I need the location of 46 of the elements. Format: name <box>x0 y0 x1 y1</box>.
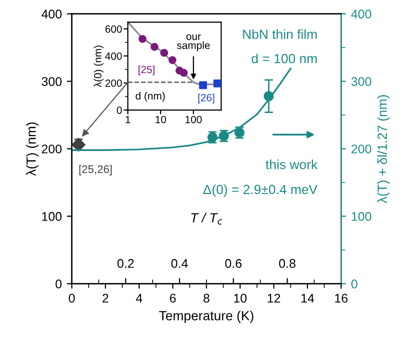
x-tick-label: 8 <box>204 294 210 303</box>
x2-tick-label: 0.2 <box>117 259 134 268</box>
y-tick-label: 400 <box>42 10 62 18</box>
point <box>264 91 274 102</box>
y-tick-label: 0 <box>56 280 62 288</box>
x-tick-label: 10 <box>156 116 166 124</box>
x-tick-label: 10 <box>234 294 247 303</box>
y2-tick-label: 100 <box>352 212 372 221</box>
y2-tick-label: 400 <box>351 10 372 18</box>
x-tick-label: 16 <box>335 294 348 303</box>
x2-tick-label: 0.8 <box>279 259 296 268</box>
series-label: [25] <box>138 66 154 76</box>
annotation: d = 100 nm <box>252 54 317 64</box>
y-axis-title: λ(0) (nm) <box>94 46 104 88</box>
y-tick-label: 0 <box>116 106 122 114</box>
y2-tick-label: 300 <box>351 77 372 86</box>
y-axis-title: λ(T) (nm) <box>26 122 38 176</box>
y-tick-label: 600 <box>105 25 122 33</box>
series-label: [25,26] <box>79 164 112 176</box>
annotation: this work <box>266 160 318 170</box>
y2-tick-label: 0 <box>351 280 358 288</box>
x-tick-label: 14 <box>301 294 314 302</box>
y-tick-label: 100 <box>42 212 62 221</box>
x2-tick-label: 0.4 <box>171 259 188 268</box>
x-tick-label: 0 <box>68 294 75 303</box>
annotation: Δ(0) = 2.9±0.4 meV <box>203 184 318 197</box>
series-label: [26] <box>198 94 214 104</box>
x-tick-label: 2 <box>102 294 108 302</box>
annotation: our sample <box>176 34 210 52</box>
annotation: NbN thin film <box>243 29 317 39</box>
y2-axis-title: λ(T) + δl/1.27 (nm) <box>377 95 390 204</box>
line-series <box>72 68 292 151</box>
x-tick-label: 4 <box>136 294 142 302</box>
x-tick-label: 12 <box>268 294 280 302</box>
y2-tick-label: 200 <box>351 144 372 154</box>
x2-tick-label: 0.6 <box>225 259 242 268</box>
y-tick-label: 400 <box>105 52 122 60</box>
x-axis-title: Temperature (K) <box>159 310 254 323</box>
x-tick-label: 6 <box>170 294 176 303</box>
x-axis-title: d (nm) <box>136 92 165 102</box>
x-tick-label: 100 <box>186 116 202 124</box>
y-tick-label: 200 <box>105 79 122 87</box>
x2-axis-title: T / T$_{c}$ <box>191 212 222 225</box>
y-tick-label: 200 <box>42 144 62 154</box>
y-tick-label: 300 <box>42 77 62 86</box>
x-tick-label: 1 <box>126 116 130 124</box>
